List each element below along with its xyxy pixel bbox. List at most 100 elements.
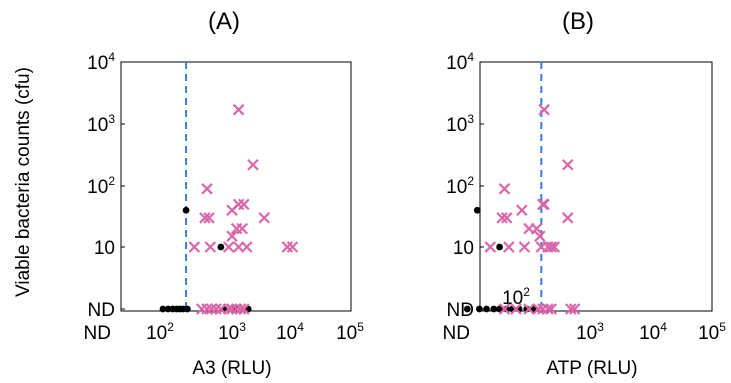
panel-b-cross-25: [545, 303, 558, 315]
panel-a-x-tick-0: ND: [84, 323, 111, 344]
panel-a-x-tick-3: 104: [276, 320, 304, 344]
panel-a-y-tick-1-base: 10: [94, 238, 115, 259]
panel-a-cross-18: [286, 241, 299, 253]
panel-b-y-tick-3-base: 10: [446, 115, 467, 136]
panel-b-markers: [463, 103, 581, 315]
panel-b-y-tick-0-base: ND: [447, 300, 474, 321]
panel-a-x-tick-4-exponent: 5: [357, 320, 364, 334]
panel-a-cross-20: [201, 303, 213, 315]
panel-b-y-tick-3: 103: [446, 112, 474, 136]
panel-b-cross-4: [538, 198, 550, 211]
panel-b-cross-17: [545, 241, 558, 253]
panel-a-x-tick-1-exponent: 2: [167, 320, 174, 334]
panel-b-cross-2: [498, 183, 511, 195]
panel-b-x-tick-2: 104: [639, 320, 667, 344]
panel-a-plot-area: [120, 61, 352, 312]
panel-b-x-tick-1-base: 10: [576, 323, 597, 344]
panel-b-cross-18: [548, 241, 561, 253]
panel-b-cross-19: [498, 303, 511, 315]
panel-b-dot-3: [475, 305, 483, 313]
panel-a-x-tick-2: 103: [218, 320, 246, 344]
panel-a-y-tick-3-exponent: 3: [108, 112, 115, 126]
panel-b-cross-1: [561, 158, 574, 171]
panel-a-cross-21: [205, 303, 218, 315]
panel-a-cross-14: [222, 241, 235, 253]
panel-a-x-tick-4: 105: [336, 320, 364, 344]
panel-b-cross-20: [510, 303, 522, 315]
panel-a-dot-2: [159, 305, 167, 313]
panel-b-cross-13: [503, 241, 515, 253]
panel-a-cross-16: [241, 241, 253, 253]
panel-b-x-tick-3: 105: [698, 320, 726, 344]
panel-b-cross-7: [500, 212, 513, 224]
panel-b-x-tick-2-base: 10: [639, 323, 660, 344]
panel-b-y-tick-4-base: 10: [446, 53, 467, 74]
panel-b-x-tick-1: 103: [576, 320, 604, 344]
panel-b-x-tick-3-exponent: 5: [719, 320, 726, 334]
panel-a-y-tick-4-base: 10: [87, 53, 108, 74]
panel-a-x-tick-0-base: ND: [84, 323, 111, 344]
panel-a-y-tick-4-exponent: 4: [108, 50, 115, 64]
panel-a-dot-1: [217, 243, 225, 251]
panel-a-x-tick-3-exponent: 4: [297, 320, 304, 334]
panel-b-x-inner-tick-exponent: 2: [523, 285, 530, 299]
panel-b-cross-14: [518, 241, 531, 253]
panel-a-x-tick-1-base: 10: [146, 323, 167, 344]
panel-a-cross-0: [232, 103, 245, 116]
panel-a-cross-7: [203, 212, 215, 224]
panel-a-cross-5: [226, 204, 238, 217]
panel-a-x-tick-3-base: 10: [276, 323, 297, 344]
panel-a-title: (A): [208, 8, 240, 35]
panel-b-y-tick-1: 10: [453, 238, 474, 259]
panel-a-x-axis-label: A3 (RLU): [192, 358, 271, 379]
panel-b-x-inner-tick: 102: [502, 285, 530, 309]
panel-b-x-axis-label: ATP (RLU): [546, 358, 637, 379]
panel-a-cross-13: [204, 241, 217, 253]
panel-b-cross-5: [516, 204, 528, 217]
panel-a-cross-12: [188, 241, 201, 253]
panel-a-y-tick-1: 10: [94, 238, 115, 259]
panel-b-x-tick-0: ND: [443, 323, 470, 344]
panel-a-cross-22: [210, 303, 222, 315]
panel-a-markers: [159, 103, 299, 315]
panel-b-dot-4: [483, 305, 490, 313]
panel-a-cross-2: [201, 183, 213, 195]
panel-a-x-ticks: ND 102 103 104 105: [84, 320, 365, 344]
panel-a-y-tick-2-exponent: 2: [108, 174, 115, 188]
panel-a-dot-8: [183, 305, 191, 313]
panel-b-cross-24: [542, 303, 554, 315]
panel-b-x-tick-0-base: ND: [443, 323, 470, 344]
panel-b-cross-0: [538, 103, 550, 116]
panel-a-cross-1: [247, 158, 259, 171]
panel-b-cross-11: [534, 230, 546, 243]
panel-b-y-tick-2: 102: [446, 174, 474, 198]
panel-b-x-tick-2-exponent: 4: [660, 320, 667, 334]
panel-b-cross-10: [530, 222, 543, 235]
panel-a-dot-0: [182, 206, 190, 214]
panel-a-x-tick-2-base: 10: [218, 323, 239, 344]
panel-b-cross-8: [561, 212, 574, 224]
panel-b-y-tick-4: 104: [446, 50, 474, 74]
panel-b-y-tick-2-base: 10: [446, 177, 467, 198]
panel-a-cross-4: [238, 198, 250, 211]
panel-a-cross-25: [226, 303, 238, 315]
panel-b-cross-12: [484, 241, 497, 253]
panel-b-cross-26: [565, 303, 577, 315]
y-axis-label: Viable bacteria counts (cfu): [13, 67, 34, 297]
panel-a-y-tick-3-base: 10: [87, 115, 108, 136]
panel-b-y-tick-1-base: 10: [453, 238, 474, 259]
panel-a-cross-11: [226, 230, 238, 243]
panel-a-y-tick-2: 102: [87, 174, 115, 198]
panel-b-cross-21: [523, 303, 535, 315]
panel-a-y-tick-4: 104: [87, 50, 115, 74]
panel-a-y-tick-3: 103: [87, 112, 115, 136]
panel-a-cross-27: [234, 303, 247, 315]
panel-a-cross-6: [199, 212, 211, 224]
panel-a-x-tick-1: 102: [146, 320, 174, 344]
panel-a-cross-8: [258, 212, 271, 224]
